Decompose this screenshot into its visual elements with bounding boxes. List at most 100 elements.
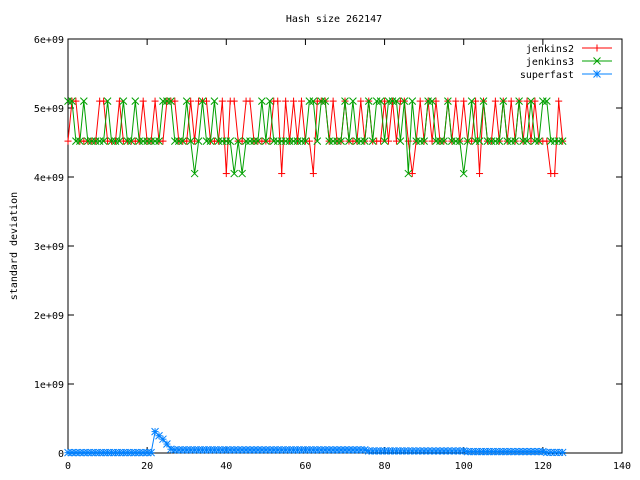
data-point-jenkins3 <box>151 137 159 145</box>
data-point-jenkins3 <box>471 137 480 145</box>
data-point-jenkins3 <box>222 137 231 145</box>
data-point-jenkins3 <box>447 137 456 145</box>
series-jenkins3 <box>64 97 567 178</box>
legend-marker-jenkins2 <box>593 44 601 52</box>
data-point-jenkins2 <box>309 170 317 178</box>
x-tick-label: 80 <box>379 461 391 472</box>
data-point-jenkins2 <box>428 137 436 145</box>
data-point-superfast <box>447 447 456 455</box>
data-point-jenkins2 <box>151 97 159 105</box>
data-point-jenkins3 <box>64 97 72 105</box>
data-point-jenkins3 <box>388 97 397 105</box>
data-point-jenkins2 <box>404 137 412 145</box>
data-point-jenkins2 <box>203 97 210 105</box>
data-point-jenkins3 <box>289 137 298 145</box>
y-axis-label: standard deviation <box>9 192 20 300</box>
data-point-jenkins3 <box>139 137 148 145</box>
series-superfast <box>64 427 567 457</box>
data-point-jenkins3 <box>313 137 322 145</box>
data-point-jenkins3 <box>321 97 330 105</box>
data-point-superfast <box>479 447 488 456</box>
data-point-jenkins3 <box>408 97 417 105</box>
data-point-superfast <box>424 447 432 455</box>
data-point-jenkins2 <box>357 97 365 105</box>
data-point-jenkins2 <box>555 97 563 105</box>
data-point-jenkins2 <box>527 137 535 145</box>
data-point-jenkins3 <box>234 137 243 145</box>
data-point-superfast <box>178 446 187 454</box>
data-point-jenkins2 <box>531 97 539 105</box>
data-point-jenkins3 <box>123 137 132 145</box>
data-point-jenkins3 <box>87 137 96 145</box>
y-tick-label: 2e+09 <box>34 311 64 322</box>
data-point-superfast <box>341 446 349 454</box>
data-point-jenkins3 <box>170 137 179 145</box>
data-point-superfast <box>463 447 472 456</box>
data-point-jenkins3 <box>206 137 215 145</box>
data-point-jenkins3 <box>115 137 124 145</box>
data-point-jenkins2 <box>115 97 123 105</box>
data-point-jenkins2 <box>191 137 199 145</box>
data-point-superfast <box>416 447 425 455</box>
data-point-superfast <box>226 446 235 454</box>
y-tick-label: 0 <box>58 449 64 460</box>
legend-label-jenkins2: jenkins2 <box>526 44 574 55</box>
data-point-jenkins3 <box>250 137 258 145</box>
data-point-jenkins3 <box>519 137 527 145</box>
data-point-jenkins3 <box>186 137 195 145</box>
data-point-jenkins3 <box>455 137 464 145</box>
data-point-superfast <box>103 448 112 457</box>
data-point-jenkins3 <box>444 97 452 105</box>
data-point-jenkins3 <box>424 97 432 105</box>
data-point-superfast <box>408 447 417 455</box>
data-point-jenkins3 <box>269 137 278 145</box>
data-point-jenkins3 <box>68 97 76 105</box>
chart-title: Hash size 262147 <box>286 14 382 25</box>
y-tick-label: 6e+09 <box>34 35 64 46</box>
data-point-jenkins3 <box>451 137 460 145</box>
data-point-superfast <box>265 446 274 454</box>
data-point-jenkins2 <box>452 97 460 105</box>
legend-marker-jenkins3 <box>593 57 601 65</box>
data-point-superfast <box>432 447 440 455</box>
data-point-superfast <box>246 446 254 454</box>
data-point-jenkins3 <box>523 137 531 145</box>
data-point-superfast <box>151 427 159 436</box>
data-point-jenkins3 <box>285 137 294 145</box>
data-point-jenkins3 <box>293 137 302 145</box>
data-point-jenkins3 <box>440 137 448 145</box>
data-point-jenkins3 <box>345 137 353 145</box>
data-point-jenkins3 <box>83 137 92 145</box>
data-point-jenkins3 <box>198 97 207 105</box>
data-point-jenkins3 <box>281 137 290 145</box>
data-point-superfast <box>487 447 496 456</box>
data-point-jenkins2 <box>230 97 238 105</box>
data-point-jenkins3 <box>491 137 500 145</box>
data-point-jenkins3 <box>325 137 334 145</box>
data-point-jenkins3 <box>258 97 266 105</box>
data-point-jenkins2 <box>385 137 393 145</box>
data-point-jenkins3 <box>127 137 136 145</box>
data-point-jenkins3 <box>459 169 468 178</box>
data-point-superfast <box>558 448 567 457</box>
data-point-jenkins3 <box>463 137 472 145</box>
data-point-jenkins2 <box>460 97 468 105</box>
data-point-superfast <box>163 440 171 448</box>
data-point-jenkins3 <box>309 97 318 105</box>
data-point-superfast <box>471 447 480 456</box>
data-point-jenkins2 <box>274 97 282 105</box>
data-point-jenkins3 <box>558 137 567 145</box>
data-point-jenkins3 <box>214 137 223 145</box>
data-point-jenkins3 <box>420 137 428 145</box>
data-point-jenkins3 <box>531 137 539 145</box>
x-tick-label: 0 <box>65 461 71 472</box>
data-point-jenkins3 <box>432 137 440 145</box>
data-point-superfast <box>238 446 246 454</box>
y-tick-label: 3e+09 <box>34 242 64 253</box>
data-point-jenkins3 <box>503 137 512 145</box>
data-point-superfast <box>428 447 436 455</box>
data-point-jenkins3 <box>182 97 191 105</box>
x-tick-label: 120 <box>534 461 552 472</box>
data-point-jenkins2 <box>381 97 389 105</box>
data-point-jenkins3 <box>546 137 555 145</box>
